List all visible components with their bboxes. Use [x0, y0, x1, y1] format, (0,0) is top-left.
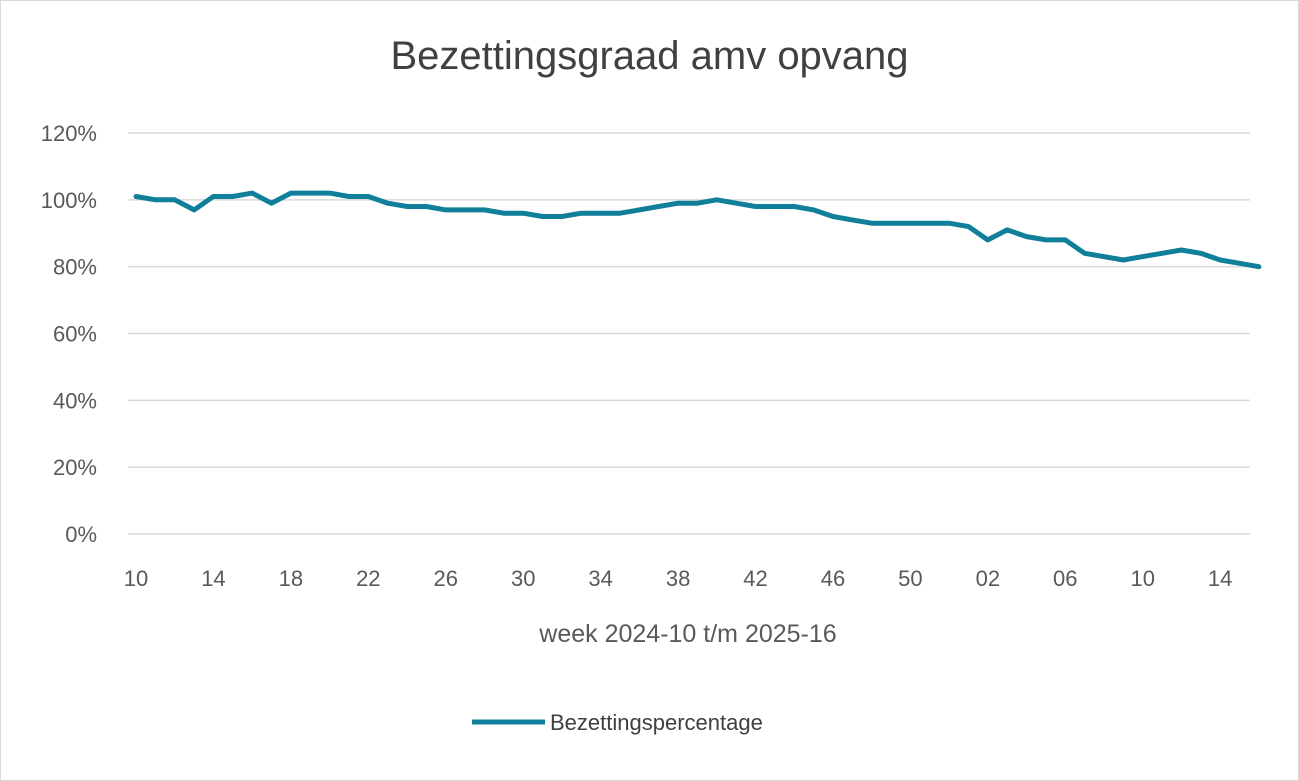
x-tick-label: 10 [124, 566, 148, 591]
y-tick-label: 60% [53, 322, 97, 347]
x-tick-label: 34 [588, 566, 612, 591]
x-tick-label: 46 [821, 566, 845, 591]
series-layer [133, 190, 1262, 270]
x-tick-label: 26 [434, 566, 458, 591]
x-tick-label: 22 [356, 566, 380, 591]
x-tick-label: 14 [1208, 566, 1232, 591]
x-tick-label: 10 [1130, 566, 1154, 591]
y-tick-label: 0% [65, 522, 97, 547]
x-tick-label: 14 [201, 566, 225, 591]
y-tick-label: 100% [41, 188, 97, 213]
y-tick-label: 20% [53, 455, 97, 480]
y-tick-label: 80% [53, 255, 97, 280]
y-tick-label: 40% [53, 388, 97, 413]
x-axis-title: week 2024-10 t/m 2025-16 [538, 620, 836, 648]
y-axis-ticks: 0% 20% 40% 60% 80% 100% 120% [41, 121, 97, 547]
x-tick-label: 38 [666, 566, 690, 591]
legend-label: Bezettingspercentage [550, 710, 763, 735]
x-axis-ticks: 10 14 18 22 26 30 34 38 42 46 50 02 06 10 14 [124, 566, 1233, 591]
gridlines [128, 132, 1250, 535]
chart-title: Bezettingsgraad amv opvang [390, 34, 909, 78]
x-tick-label: 50 [898, 566, 922, 591]
x-tick-label: 30 [511, 566, 535, 591]
series-line [133, 190, 1262, 270]
x-tick-label: 06 [1053, 566, 1077, 591]
legend: Bezettingspercentage [472, 710, 763, 735]
y-tick-label: 120% [41, 121, 97, 146]
x-tick-label: 18 [279, 566, 303, 591]
x-tick-label: 42 [743, 566, 767, 591]
x-tick-label: 02 [976, 566, 1000, 591]
